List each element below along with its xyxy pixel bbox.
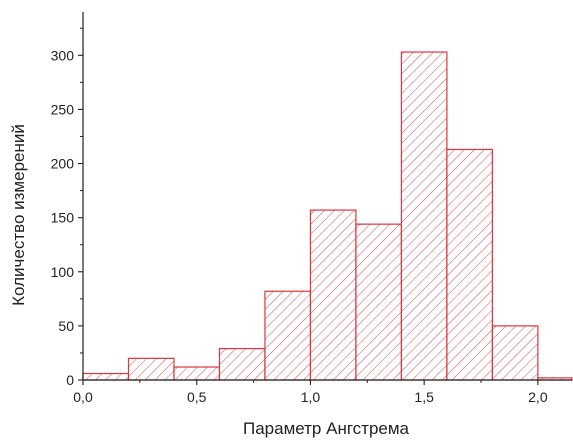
y-tick-label-0: 0 xyxy=(66,372,74,388)
x-tick-label-1: 0,5 xyxy=(187,389,207,405)
bars-group xyxy=(82,51,573,381)
y-tick-label-2: 100 xyxy=(51,264,75,280)
axes-group: 0 50 100 150 200 250 300 0,0 0,5 1,0 1,5 2,0 xyxy=(51,12,572,405)
x-tick-label-3: 1,5 xyxy=(414,389,434,405)
y-axis-title: Количество измерений xyxy=(9,124,28,306)
y-tick-label-6: 300 xyxy=(51,47,75,63)
histogram-bar-9 xyxy=(491,325,539,381)
histogram-bar-4 xyxy=(264,290,312,381)
histogram-bar-6 xyxy=(355,223,403,381)
histogram-bar-8 xyxy=(446,148,493,381)
histogram-bar-0 xyxy=(82,372,130,381)
x-tick-label-0: 0,0 xyxy=(73,389,93,405)
x-tick-label-2: 1,0 xyxy=(301,389,321,405)
x-tick-label-4: 2,0 xyxy=(528,389,548,405)
y-tick-label-1: 50 xyxy=(58,318,74,334)
histogram-bar-5 xyxy=(309,209,357,381)
x-axis-title: Параметр Ангстрема xyxy=(243,419,410,438)
y-tick-label-4: 200 xyxy=(51,156,75,172)
histogram-bar-1 xyxy=(127,357,175,381)
y-tick-label-5: 250 xyxy=(51,101,75,117)
y-tick-label-3: 150 xyxy=(51,210,75,226)
histogram-bar-7 xyxy=(400,51,448,381)
histogram-bar-3 xyxy=(218,348,266,381)
histogram-bar-2 xyxy=(173,366,221,381)
